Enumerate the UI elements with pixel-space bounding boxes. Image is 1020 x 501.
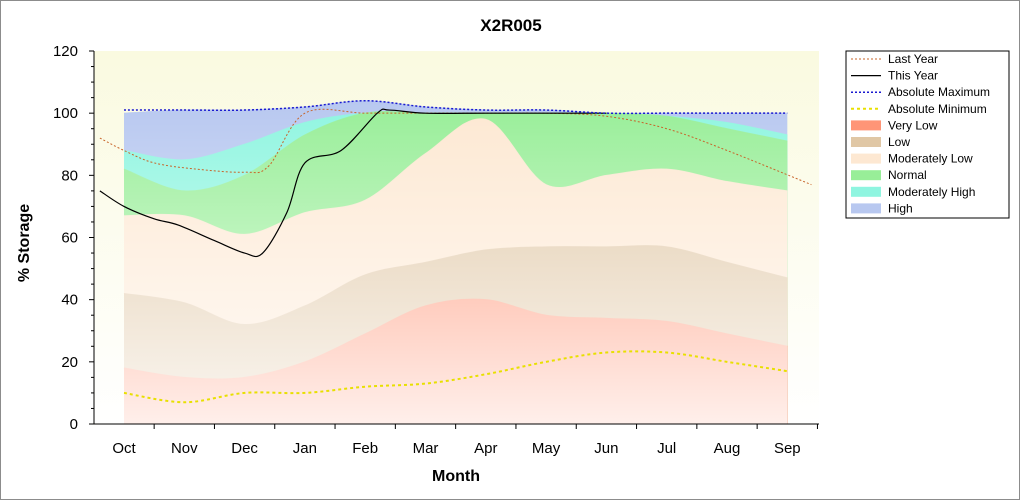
x-tick-label-nov: Nov: [171, 440, 198, 457]
legend-swatch-moderately-low: [851, 153, 881, 164]
legend-item-absolute-maximum: Absolute Maximum: [851, 85, 990, 99]
legend-label-moderately-low: Moderately Low: [888, 152, 973, 166]
legend-label-absolute-minimum: Absolute Minimum: [888, 102, 987, 116]
x-tick-label-feb: Feb: [352, 440, 378, 457]
legend-item-moderately-low: Moderately Low: [851, 152, 973, 166]
legend-item-last-year: Last Year: [851, 52, 938, 66]
x-tick-label-jan: Jan: [293, 440, 317, 457]
legend-swatch-normal: [851, 170, 881, 181]
x-tick-label-dec: Dec: [231, 440, 258, 457]
y-tick-label: 120: [53, 43, 78, 60]
x-tick-label-aug: Aug: [714, 440, 741, 457]
legend: Last Year This Year Absolute Maximum Absolu…: [845, 50, 1010, 219]
legend-swatch-very-low: [851, 120, 881, 131]
legend-item-this-year: This Year: [851, 69, 938, 83]
x-tick-label-may: May: [532, 440, 561, 457]
legend-item-high: High: [851, 201, 913, 215]
legend-label-very-low: Very Low: [888, 118, 938, 132]
line-last-year: [99, 108, 812, 186]
x-tick-label-mar: Mar: [413, 440, 439, 457]
line-this-year: [99, 108, 607, 258]
legend-label-absolute-maximum: Absolute Maximum: [888, 85, 990, 99]
legend-label-this-year: This Year: [888, 69, 938, 83]
legend-label-normal: Normal: [888, 168, 927, 182]
legend-label-high: High: [888, 201, 913, 215]
y-tick-label: 20: [61, 354, 78, 371]
x-tick-label-sep: Sep: [774, 440, 801, 457]
legend-swatch-moderately-high: [851, 186, 881, 197]
legend-item-normal: Normal: [851, 168, 927, 182]
x-tick-label-jul: Jul: [657, 440, 676, 457]
legend-item-very-low: Very Low: [851, 118, 938, 132]
y-tick-label: 40: [61, 292, 78, 309]
legend-item-low: Low: [851, 135, 910, 149]
legend-label-moderately-high: Moderately High: [888, 185, 975, 199]
legend-swatch-high: [851, 203, 881, 214]
series-lines: [99, 99, 812, 404]
band-fade-overlay: [124, 101, 787, 424]
y-tick-label: 0: [70, 416, 78, 433]
chart-title: X2R005: [480, 16, 541, 35]
x-tick-label-jun: Jun: [594, 440, 618, 457]
legend-swatch-low: [851, 137, 881, 147]
legend-item-moderately-high: Moderately High: [851, 185, 975, 199]
line-absolute-maximum: [124, 99, 788, 115]
legend-item-absolute-minimum: Absolute Minimum: [851, 102, 987, 116]
legend-label-low: Low: [888, 135, 910, 149]
line-absolute-minimum: [123, 350, 788, 404]
y-tick-label: 60: [61, 230, 78, 247]
x-tick-label-oct: Oct: [112, 440, 136, 457]
x-axis-title: Month: [432, 468, 480, 485]
x-axis-ticks: Oct Nov Dec Jan Feb Mar Apr May Jun Jul Aug Sep: [112, 424, 818, 457]
x-tick-label-apr: Apr: [474, 440, 497, 457]
legend-label-last-year: Last Year: [888, 52, 938, 66]
y-axis-title: % Storage: [16, 204, 33, 282]
y-tick-label: 80: [61, 167, 78, 184]
y-tick-label: 100: [53, 105, 78, 122]
y-axis-ticks: 0 20 40 60 80 100 120: [53, 43, 94, 433]
